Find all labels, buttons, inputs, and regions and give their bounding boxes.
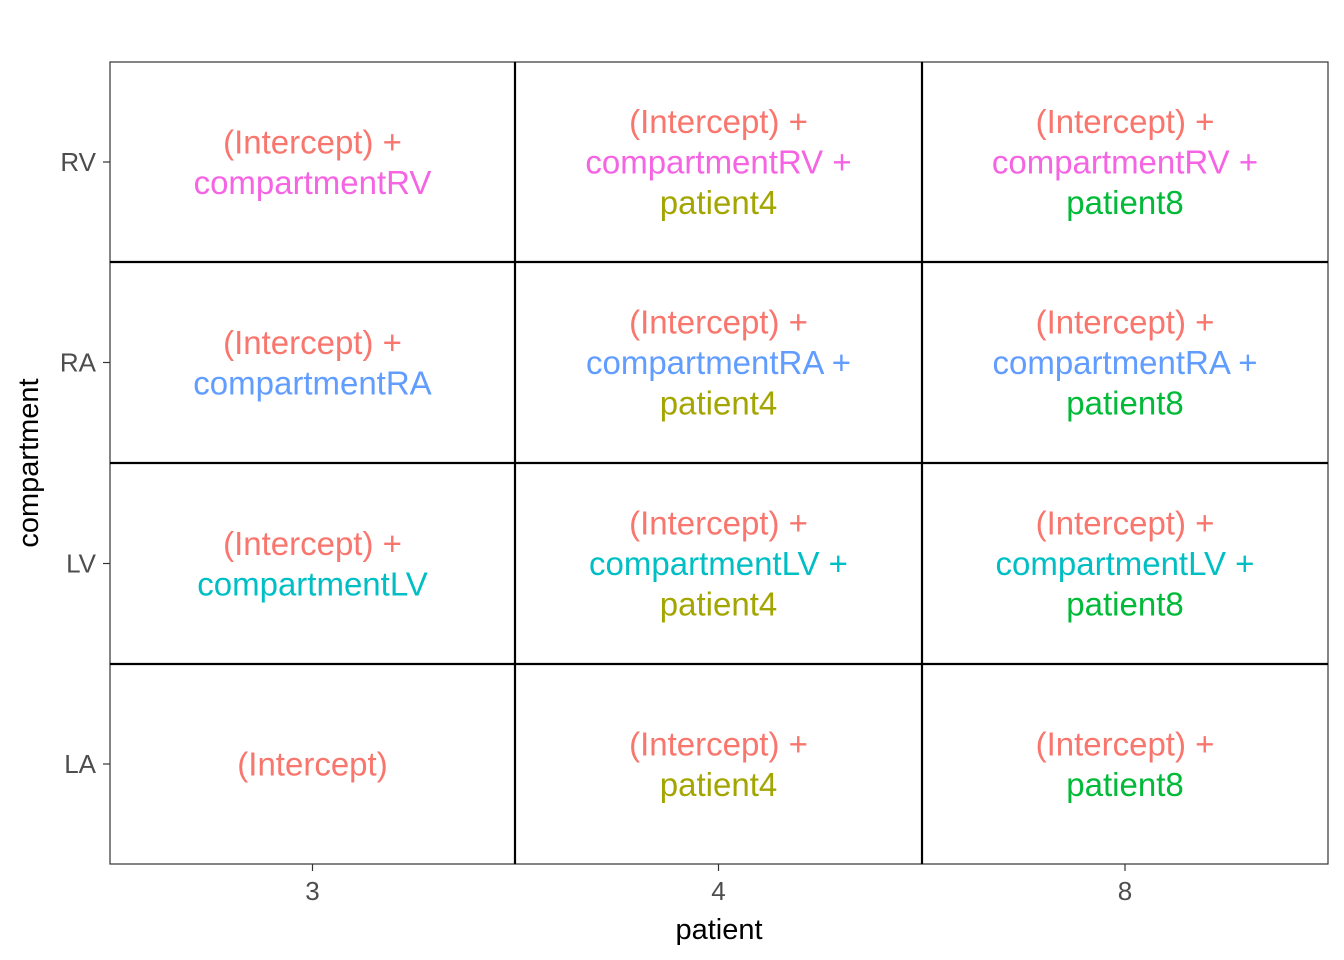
cell-term-label: (Intercept) xyxy=(237,746,387,783)
y-tick-label: LA xyxy=(64,749,96,779)
matrix-cell: (Intercept) +compartmentLV + patient8 xyxy=(996,505,1255,623)
x-axis: 3 4 8 xyxy=(305,864,1132,906)
cell-term-label: (Intercept) + xyxy=(629,725,808,762)
matrix-cell: (Intercept) + compartmentRV xyxy=(194,123,432,201)
cell-term-label: patient4 xyxy=(660,385,777,422)
cell-term-label: compartmentRA xyxy=(193,364,431,401)
matrix-cell: (Intercept) + patient4 xyxy=(629,725,808,803)
cell-term-label: patient4 xyxy=(660,766,777,803)
cell-term-label: (Intercept) + xyxy=(1036,725,1215,762)
cell-term-label: (Intercept) + xyxy=(629,304,808,341)
cell-term-label: compartmentLV + xyxy=(589,545,848,582)
cell-term-label: patient8 xyxy=(1066,766,1183,803)
cells: (Intercept) +compartmentRV(Intercept) +c… xyxy=(193,103,1258,803)
cell-term-label: patient8 xyxy=(1066,184,1183,221)
cell-term-label: compartmentLV xyxy=(197,565,427,602)
matrix-cell: (Intercept) +compartmentLV + patient4 xyxy=(589,505,848,623)
y-tick-label: RV xyxy=(60,147,96,177)
x-tick-label: 4 xyxy=(711,876,725,906)
y-axis-title: compartment xyxy=(13,378,45,547)
cell-term-label: (Intercept) + xyxy=(223,525,402,562)
matrix-cell: (Intercept) +compartmentRA + patient8 xyxy=(992,304,1257,422)
cell-term-label: compartmentRA + xyxy=(992,344,1257,381)
cell-term-label: (Intercept) + xyxy=(1036,304,1215,341)
cell-term-label: patient4 xyxy=(660,586,777,623)
cell-term-label: compartmentRV xyxy=(194,164,432,201)
matrix-cell: (Intercept) +compartmentRA + patient4 xyxy=(586,304,851,422)
matrix-cell: (Intercept) + compartmentRV +patient4 xyxy=(585,103,851,221)
x-axis-title: patient xyxy=(675,914,762,946)
cell-term-label: (Intercept) + xyxy=(629,505,808,542)
x-tick-label: 8 xyxy=(1118,876,1132,906)
cell-term-label: patient8 xyxy=(1066,385,1183,422)
cell-term-label: (Intercept) + xyxy=(1036,103,1215,140)
cell-term-label: patient8 xyxy=(1066,586,1183,623)
cell-term-label: (Intercept) + xyxy=(223,123,402,160)
x-tick-label: 3 xyxy=(305,876,319,906)
cell-term-label: (Intercept) + xyxy=(223,324,402,361)
matrix-cell: (Intercept) + compartmentRV +patient8 xyxy=(992,103,1258,221)
matrix-cell: (Intercept) + patient8 xyxy=(1036,725,1215,803)
cell-term-label: patient4 xyxy=(660,184,777,221)
matrix-cell: (Intercept) xyxy=(237,746,387,783)
cell-term-label: (Intercept) + xyxy=(629,103,808,140)
matrix-cell: (Intercept) +compartmentLV xyxy=(197,525,427,603)
cell-term-label: compartmentRV + xyxy=(585,144,851,181)
y-tick-label: LV xyxy=(66,549,97,579)
matrix-cell: (Intercept) +compartmentRA xyxy=(193,324,431,402)
cell-term-label: compartmentRV + xyxy=(992,144,1258,181)
cell-term-label: (Intercept) + xyxy=(1036,505,1215,542)
cell-term-label: compartmentRA + xyxy=(586,344,851,381)
grid-lines xyxy=(110,62,1328,864)
y-axis: LA LV RA RV xyxy=(60,147,110,779)
y-tick-label: RA xyxy=(60,348,97,378)
cell-term-label: compartmentLV + xyxy=(996,545,1255,582)
